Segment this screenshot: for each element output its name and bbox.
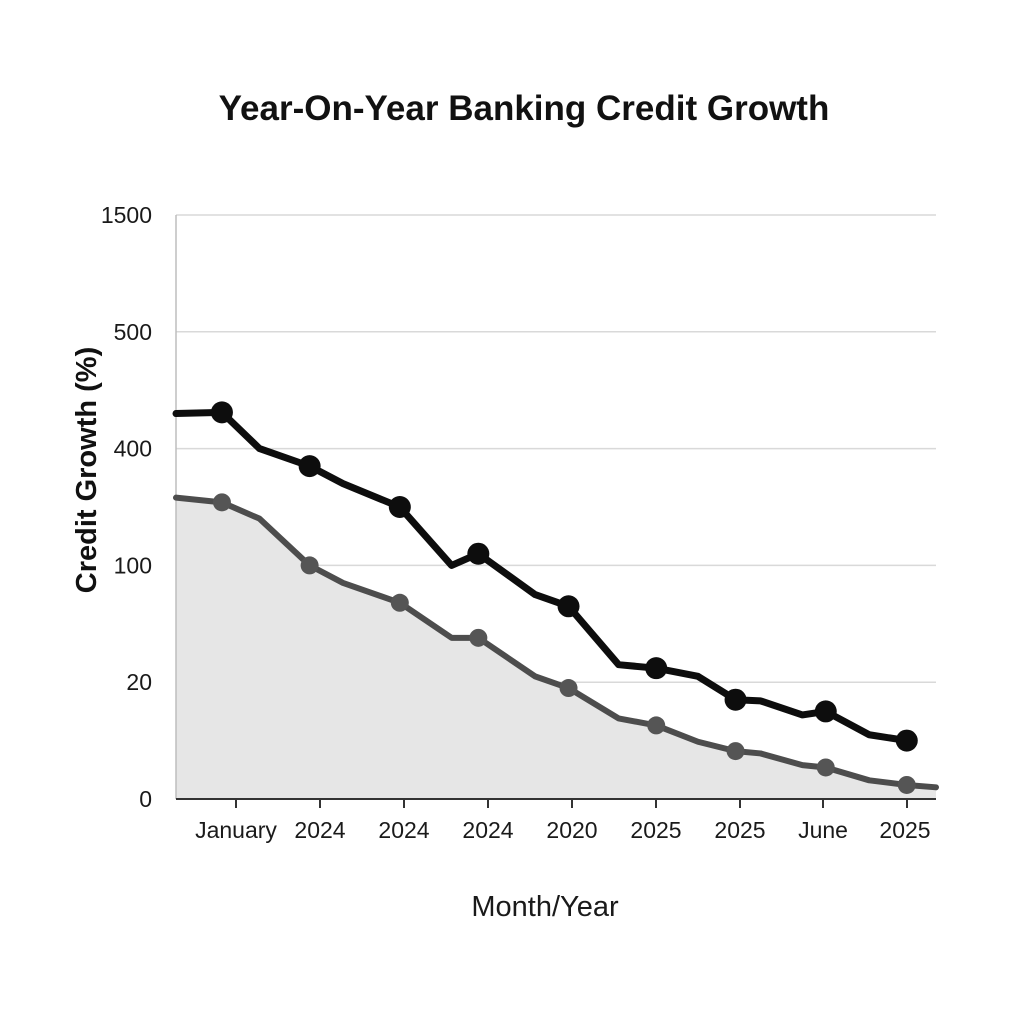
y-axis-label: Credit Growth (%) <box>71 347 103 594</box>
series-1-point <box>816 758 835 777</box>
series-0-point <box>895 729 918 752</box>
y-tick-label: 0 <box>139 786 152 812</box>
x-tick-labels: January 2024 2024 2024 2020 2025 2025 June 2025 <box>195 817 931 843</box>
series-0-point <box>814 700 837 723</box>
x-tick-label: January <box>195 817 277 843</box>
series-1-point <box>212 493 231 512</box>
chart-title: Year-On-Year Banking Credit Growth <box>219 89 830 128</box>
x-axis-label: Month/Year <box>471 891 619 923</box>
x-tick-label: 2025 <box>630 817 681 843</box>
series-1-point <box>897 775 916 794</box>
series-0-point <box>724 688 747 711</box>
series-0-point <box>557 595 580 618</box>
x-tick-label: 2024 <box>378 817 429 843</box>
series-0-point <box>388 496 411 518</box>
x-tick-label: 2020 <box>546 817 597 843</box>
x-tick-label: 2024 <box>294 817 345 843</box>
x-tick-label: 2025 <box>879 817 930 843</box>
series-0-point <box>298 455 321 478</box>
series-1-point <box>390 593 409 612</box>
series-1-point <box>469 628 488 647</box>
x-tick-label: 2025 <box>714 817 765 843</box>
series-1-point <box>726 742 745 761</box>
axes <box>175 215 936 808</box>
series-1-area <box>176 497 936 799</box>
series-markers <box>210 401 918 794</box>
y-tick-label: 20 <box>126 669 152 695</box>
x-tick-label: June <box>798 817 848 843</box>
y-tick-label: 500 <box>114 319 152 345</box>
series-1-point <box>647 716 666 735</box>
y-tick-label: 1500 <box>101 202 152 228</box>
series-0-point <box>645 657 668 680</box>
y-tick-label: 100 <box>114 552 152 578</box>
series-1-point <box>559 679 578 698</box>
y-tick-label: 400 <box>114 436 152 462</box>
y-tick-labels: 0 20 100 400 500 1500 <box>101 202 152 812</box>
area-fills <box>176 497 936 799</box>
series-0-point <box>210 401 233 424</box>
series-0-point <box>467 542 490 565</box>
x-tick-label: 2024 <box>462 817 513 843</box>
series-1-point <box>300 556 319 575</box>
